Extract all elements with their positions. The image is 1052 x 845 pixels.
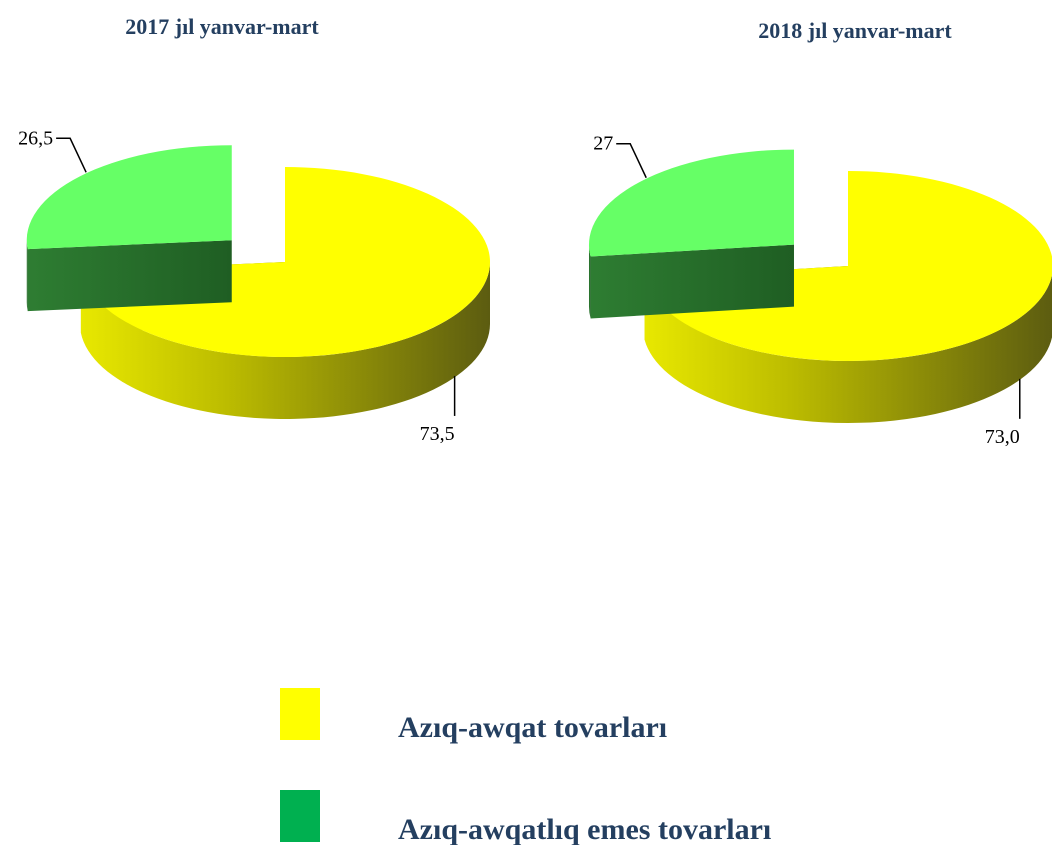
slice-face bbox=[27, 240, 232, 312]
data-label: 73,5 bbox=[420, 423, 455, 445]
slice-top bbox=[80, 167, 490, 357]
slice-side bbox=[588, 244, 591, 319]
leader-line bbox=[56, 137, 87, 173]
legend-label: Azıq-awqat tovarları bbox=[398, 711, 667, 744]
chart-title: 2018 jıl yanvar-mart bbox=[758, 18, 952, 43]
slice-face bbox=[590, 244, 794, 319]
legend-swatch bbox=[280, 688, 320, 740]
slice-side bbox=[80, 262, 491, 420]
chart-title: 2017 jıl yanvar-mart bbox=[125, 14, 319, 39]
leader-line bbox=[616, 142, 647, 179]
pie-slice bbox=[26, 145, 232, 312]
legend-label: Azıq-awqatlıq emes tovarları bbox=[398, 813, 771, 845]
slice-top bbox=[644, 171, 1052, 361]
slice-side bbox=[26, 240, 28, 312]
data-label: 26,5 bbox=[18, 127, 53, 149]
legend: Azıq-awqat tovarları Azıq-awqatlıq emes t… bbox=[280, 688, 771, 845]
data-label: 27 bbox=[593, 133, 613, 155]
slice-top bbox=[26, 145, 232, 250]
slice-top bbox=[588, 149, 794, 257]
pie-slice bbox=[588, 149, 794, 319]
data-label: 73,0 bbox=[985, 426, 1020, 448]
legend-swatch bbox=[280, 790, 320, 842]
slice-side bbox=[644, 274, 1052, 423]
